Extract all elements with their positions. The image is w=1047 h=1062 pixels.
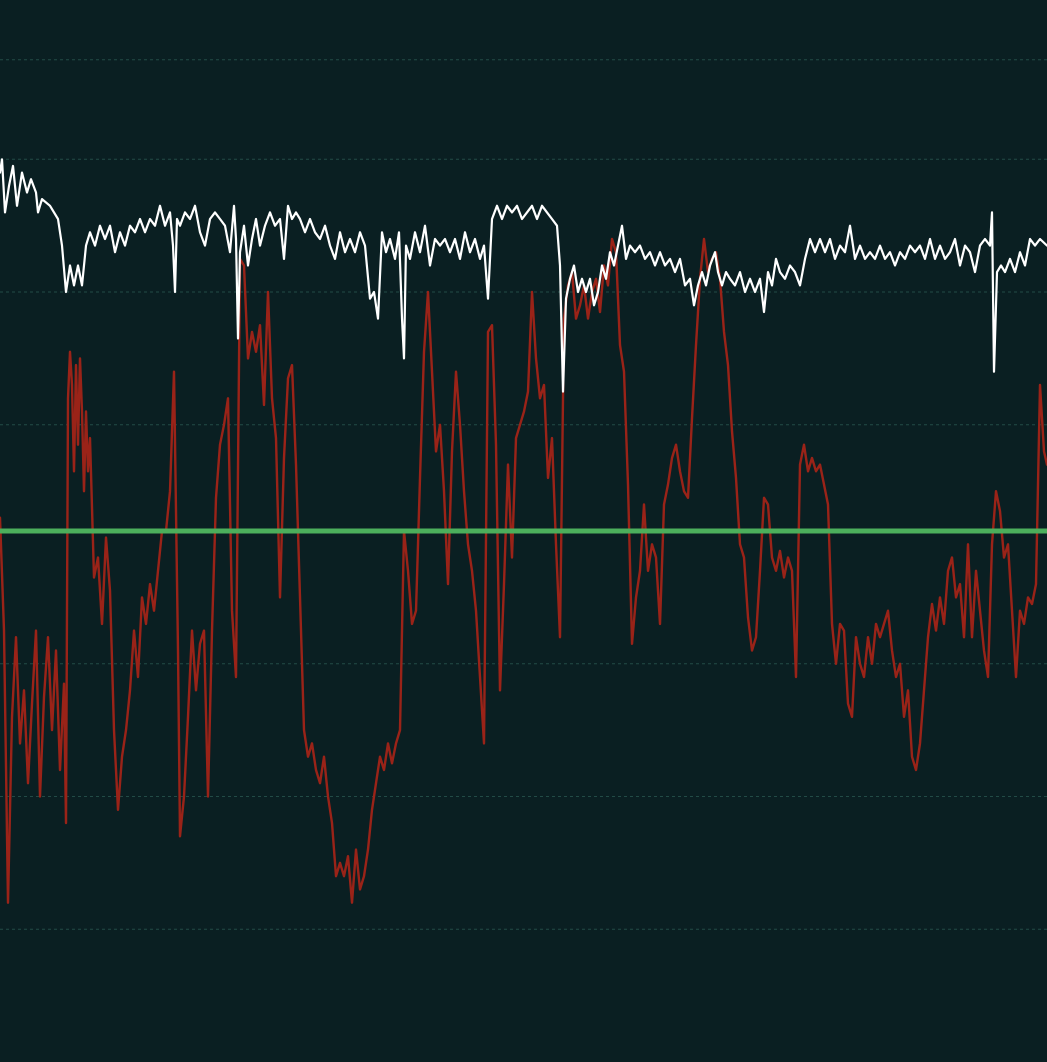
upper-series-line [0, 158, 1047, 393]
series-layer [0, 158, 1047, 904]
lower-series-line [0, 237, 1047, 904]
